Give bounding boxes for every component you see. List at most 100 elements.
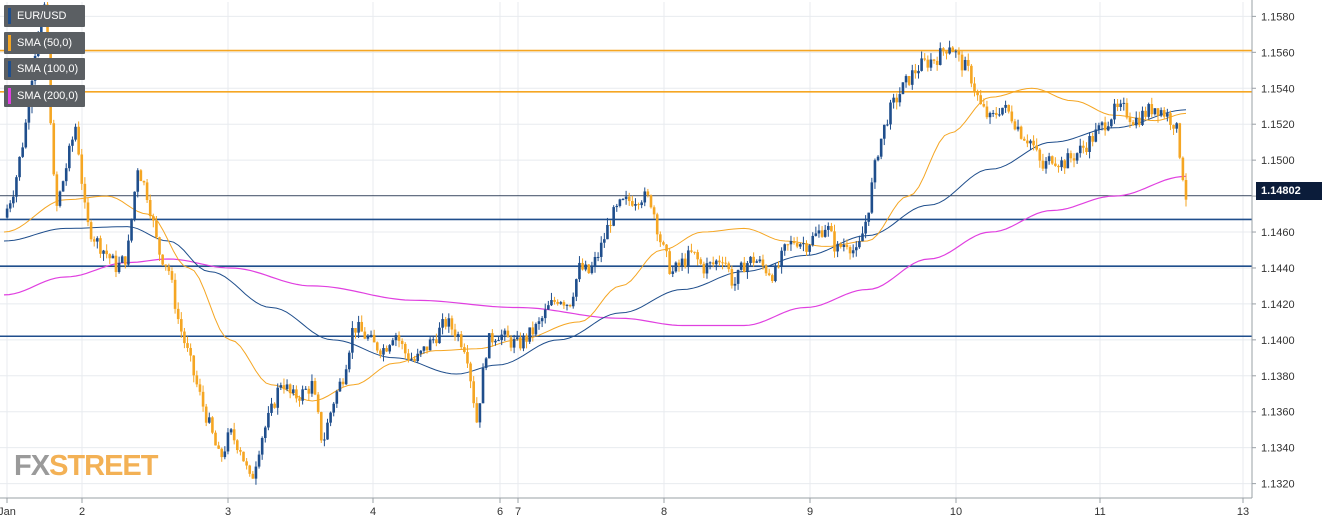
candle-body [254,466,258,479]
candle-body [192,355,196,376]
candle-body [503,330,507,335]
candle-body [111,255,115,259]
candle-body [817,230,821,234]
last-price-tag: 1.14802 [1256,182,1322,200]
candle-body [814,233,818,236]
candle-body [870,182,874,213]
logo-fx: FX [14,450,50,482]
candle-body [693,251,696,253]
candle-body [553,300,556,302]
candle-body [637,204,640,206]
candle-body [957,51,961,55]
candle-body [599,242,603,257]
candle-body [12,196,15,204]
candle-body [718,260,721,263]
candle-body [127,240,130,265]
candle-body [1141,110,1144,126]
candle-body [117,262,121,273]
candle-body [1041,160,1045,169]
candle-body [61,181,65,192]
candle-body [715,260,718,265]
candle-body [970,65,973,84]
candle-body [534,323,538,335]
candle-body [705,263,709,274]
candle-body [360,321,364,332]
candle-body [1016,126,1020,130]
candle-body [998,114,1001,116]
candle-body [733,283,737,286]
candle-body [145,182,149,200]
candle-body [114,255,118,273]
candle-body [820,230,824,237]
candle-body [1175,123,1178,129]
candle-body [1007,104,1010,112]
candle-body [634,204,637,206]
candle-body [133,191,136,219]
candle-body [1082,145,1085,148]
candle-body [528,327,531,342]
candle-body [920,58,923,71]
candle-body [273,403,276,408]
legend-swatch [8,61,11,77]
candle-body [861,233,864,242]
candle-body [783,244,787,251]
candle-body [876,156,880,161]
candle-body [354,328,357,333]
candle-body [1162,110,1166,117]
candle-body [755,261,759,263]
candle-body [960,54,964,71]
candle-body [724,262,727,264]
candle-body [388,345,392,352]
candle-body [1119,103,1122,107]
candle-body [357,321,360,333]
candle-body [649,195,653,208]
candle-body [363,331,367,339]
candle-body [466,352,469,364]
candle-body [562,302,566,306]
candle-body [431,339,435,341]
candle-body [917,70,920,74]
candle-body [335,391,339,404]
candle-body [509,337,513,348]
legend-item-sma-50[interactable]: SMA (50,0) [4,31,86,54]
candle-body [211,417,214,433]
candle-body [795,243,799,247]
candle-body [189,347,192,356]
candle-body [1131,122,1135,126]
candle-body [270,403,273,413]
candle-body [988,113,992,118]
candle-body [711,262,715,265]
candle-body [92,239,96,242]
legend-item-sma-200[interactable]: SMA (200,0) [4,84,86,107]
candle-body [180,319,183,332]
candle-body [403,343,407,354]
candle-body [1032,140,1035,146]
x-tick-label: 3 [225,506,231,518]
y-tick-label: 1.1400 [1261,335,1295,347]
candle-body [456,334,460,337]
candle-body [603,239,606,243]
candle-body [948,47,951,54]
legend-item-sma-100[interactable]: SMA (100,0) [4,58,86,80]
candle-body [158,237,161,255]
candle-body [372,334,376,343]
candle-body [338,381,342,392]
legend-item-eurusd[interactable]: EUR/USD [4,5,86,27]
candle-body [102,250,105,254]
candle-body [83,183,87,203]
candle-body [220,448,224,458]
sma-200-line [3,175,1187,327]
candle-body [105,250,108,255]
candle-body [1184,180,1188,200]
candle-body [643,191,647,203]
candle-body [64,168,68,182]
candle-body [752,256,755,263]
candle-body [89,222,93,240]
x-tick-label: 10 [950,506,962,518]
candle-body [659,234,662,243]
candle-body [198,384,202,392]
candle-body [183,331,186,344]
candle-body [1156,108,1160,116]
candle-body [276,387,280,408]
